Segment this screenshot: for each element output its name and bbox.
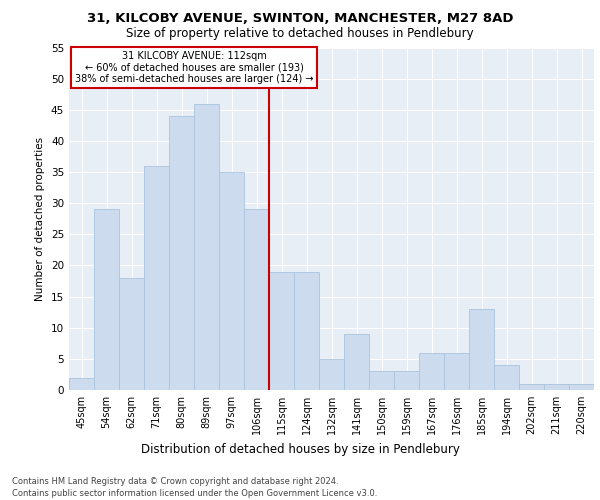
Bar bbox=[444, 352, 469, 390]
Text: Contains HM Land Registry data © Crown copyright and database right 2024.: Contains HM Land Registry data © Crown c… bbox=[12, 478, 338, 486]
Bar bbox=[144, 166, 169, 390]
Text: Size of property relative to detached houses in Pendlebury: Size of property relative to detached ho… bbox=[126, 28, 474, 40]
Bar bbox=[569, 384, 594, 390]
Bar bbox=[119, 278, 144, 390]
Bar bbox=[169, 116, 194, 390]
Bar bbox=[494, 365, 519, 390]
Text: 31 KILCOBY AVENUE: 112sqm
← 60% of detached houses are smaller (193)
38% of semi: 31 KILCOBY AVENUE: 112sqm ← 60% of detac… bbox=[75, 50, 313, 84]
Bar bbox=[94, 210, 119, 390]
Bar bbox=[269, 272, 294, 390]
Bar bbox=[294, 272, 319, 390]
Bar bbox=[319, 359, 344, 390]
Text: 31, KILCOBY AVENUE, SWINTON, MANCHESTER, M27 8AD: 31, KILCOBY AVENUE, SWINTON, MANCHESTER,… bbox=[87, 12, 513, 26]
Bar bbox=[394, 372, 419, 390]
Bar bbox=[194, 104, 219, 390]
Bar bbox=[369, 372, 394, 390]
Bar bbox=[544, 384, 569, 390]
Bar bbox=[469, 309, 494, 390]
Bar bbox=[219, 172, 244, 390]
Bar bbox=[244, 210, 269, 390]
Y-axis label: Number of detached properties: Number of detached properties bbox=[35, 136, 46, 301]
Bar bbox=[344, 334, 369, 390]
Bar bbox=[419, 352, 444, 390]
Bar bbox=[69, 378, 94, 390]
Text: Distribution of detached houses by size in Pendlebury: Distribution of detached houses by size … bbox=[140, 442, 460, 456]
Bar bbox=[519, 384, 544, 390]
Text: Contains public sector information licensed under the Open Government Licence v3: Contains public sector information licen… bbox=[12, 489, 377, 498]
